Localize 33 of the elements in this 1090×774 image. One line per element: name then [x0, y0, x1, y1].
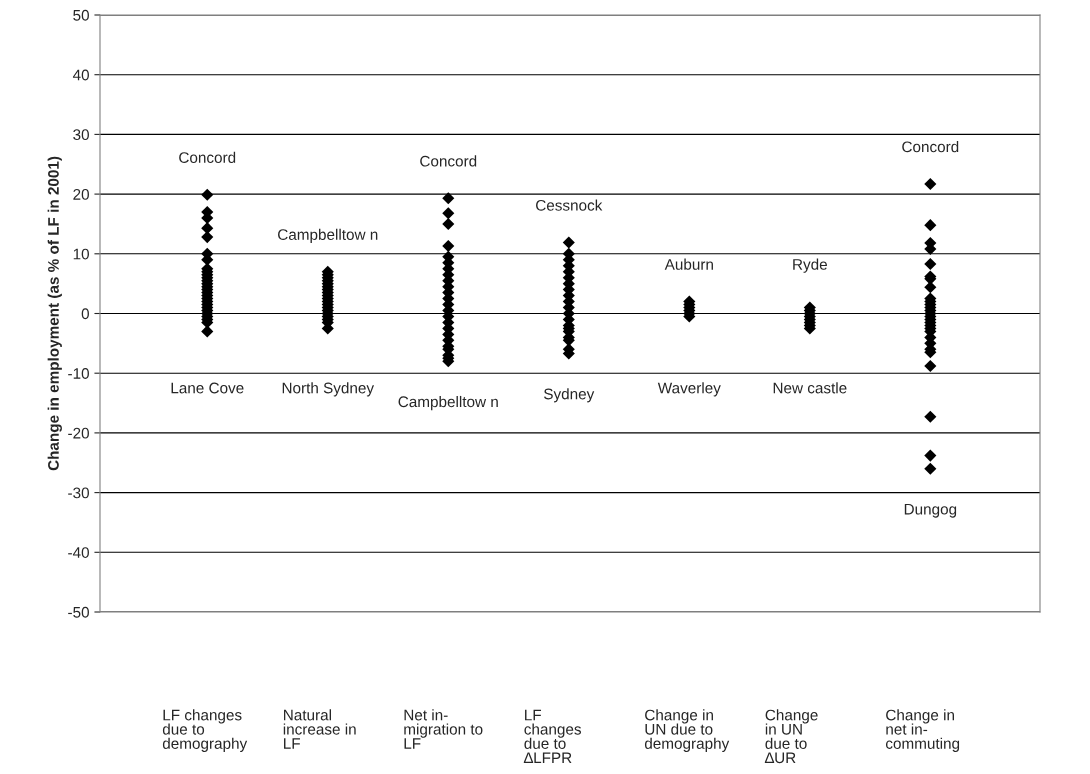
y-tick-label: 10: [73, 248, 89, 260]
x-tick-label: Natural increase in LF: [283, 709, 356, 749]
annotation: Concord: [902, 141, 959, 153]
x-tick-label: LF changes due to demography: [162, 709, 248, 752]
annotation: Cessnock: [536, 199, 603, 211]
annotation: Auburn: [664, 258, 713, 270]
annotation: Dungog: [904, 503, 957, 518]
annotation: North Sydney: [282, 382, 375, 397]
y-tick-label: -40: [68, 547, 89, 558]
annotation: Concord: [420, 155, 477, 167]
y-tick-label: 20: [73, 188, 89, 200]
annotation: Lane Cove: [171, 382, 244, 394]
y-tick-label: 0: [81, 308, 89, 320]
y-tick-label: -50: [68, 606, 89, 618]
x-tick-label: Change in UN due to demography: [644, 709, 730, 752]
y-tick-label: -30: [68, 487, 89, 499]
x-tick-label: LF changes due to ∆LFPR: [523, 709, 582, 764]
y-tick-label: -20: [68, 427, 89, 439]
annotation: New castle: [773, 382, 847, 394]
annotation: Sydney: [544, 388, 595, 403]
annotation: Ryde: [793, 258, 827, 273]
x-tick-label: Change in net in- commuting: [885, 709, 960, 752]
annotation: Campbelltow n: [398, 395, 498, 411]
x-tick-label: Change in UN due to ∆UR: [764, 709, 818, 764]
annotation: Waverley: [657, 382, 721, 397]
x-tick-label: Net in- migration to LF: [404, 709, 483, 749]
y-tick-label: 40: [72, 69, 89, 81]
y-tick-label: 50: [73, 9, 89, 21]
annotation: Concord: [179, 151, 236, 163]
y-tick-label: -10: [68, 368, 89, 379]
y-tick-label: 30: [73, 129, 89, 141]
annotation: Campbelltow n: [278, 228, 378, 244]
y-axis-title: Change in employment (as % of LF in 2001): [47, 156, 62, 471]
